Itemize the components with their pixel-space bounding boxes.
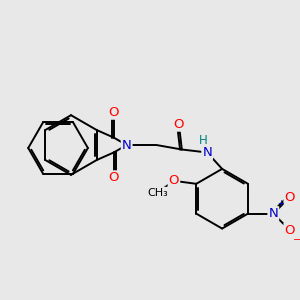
Text: O: O (169, 174, 179, 187)
Text: O: O (284, 224, 295, 236)
Text: N: N (268, 207, 278, 220)
Text: O: O (109, 171, 119, 184)
Text: N: N (122, 139, 131, 152)
Text: H: H (199, 134, 208, 147)
Text: +: + (277, 199, 284, 208)
Text: O: O (174, 118, 184, 130)
Text: O: O (284, 191, 295, 204)
Text: −: − (292, 235, 300, 245)
Text: CH₃: CH₃ (147, 188, 168, 198)
Text: N: N (202, 146, 212, 159)
Text: O: O (109, 106, 119, 119)
